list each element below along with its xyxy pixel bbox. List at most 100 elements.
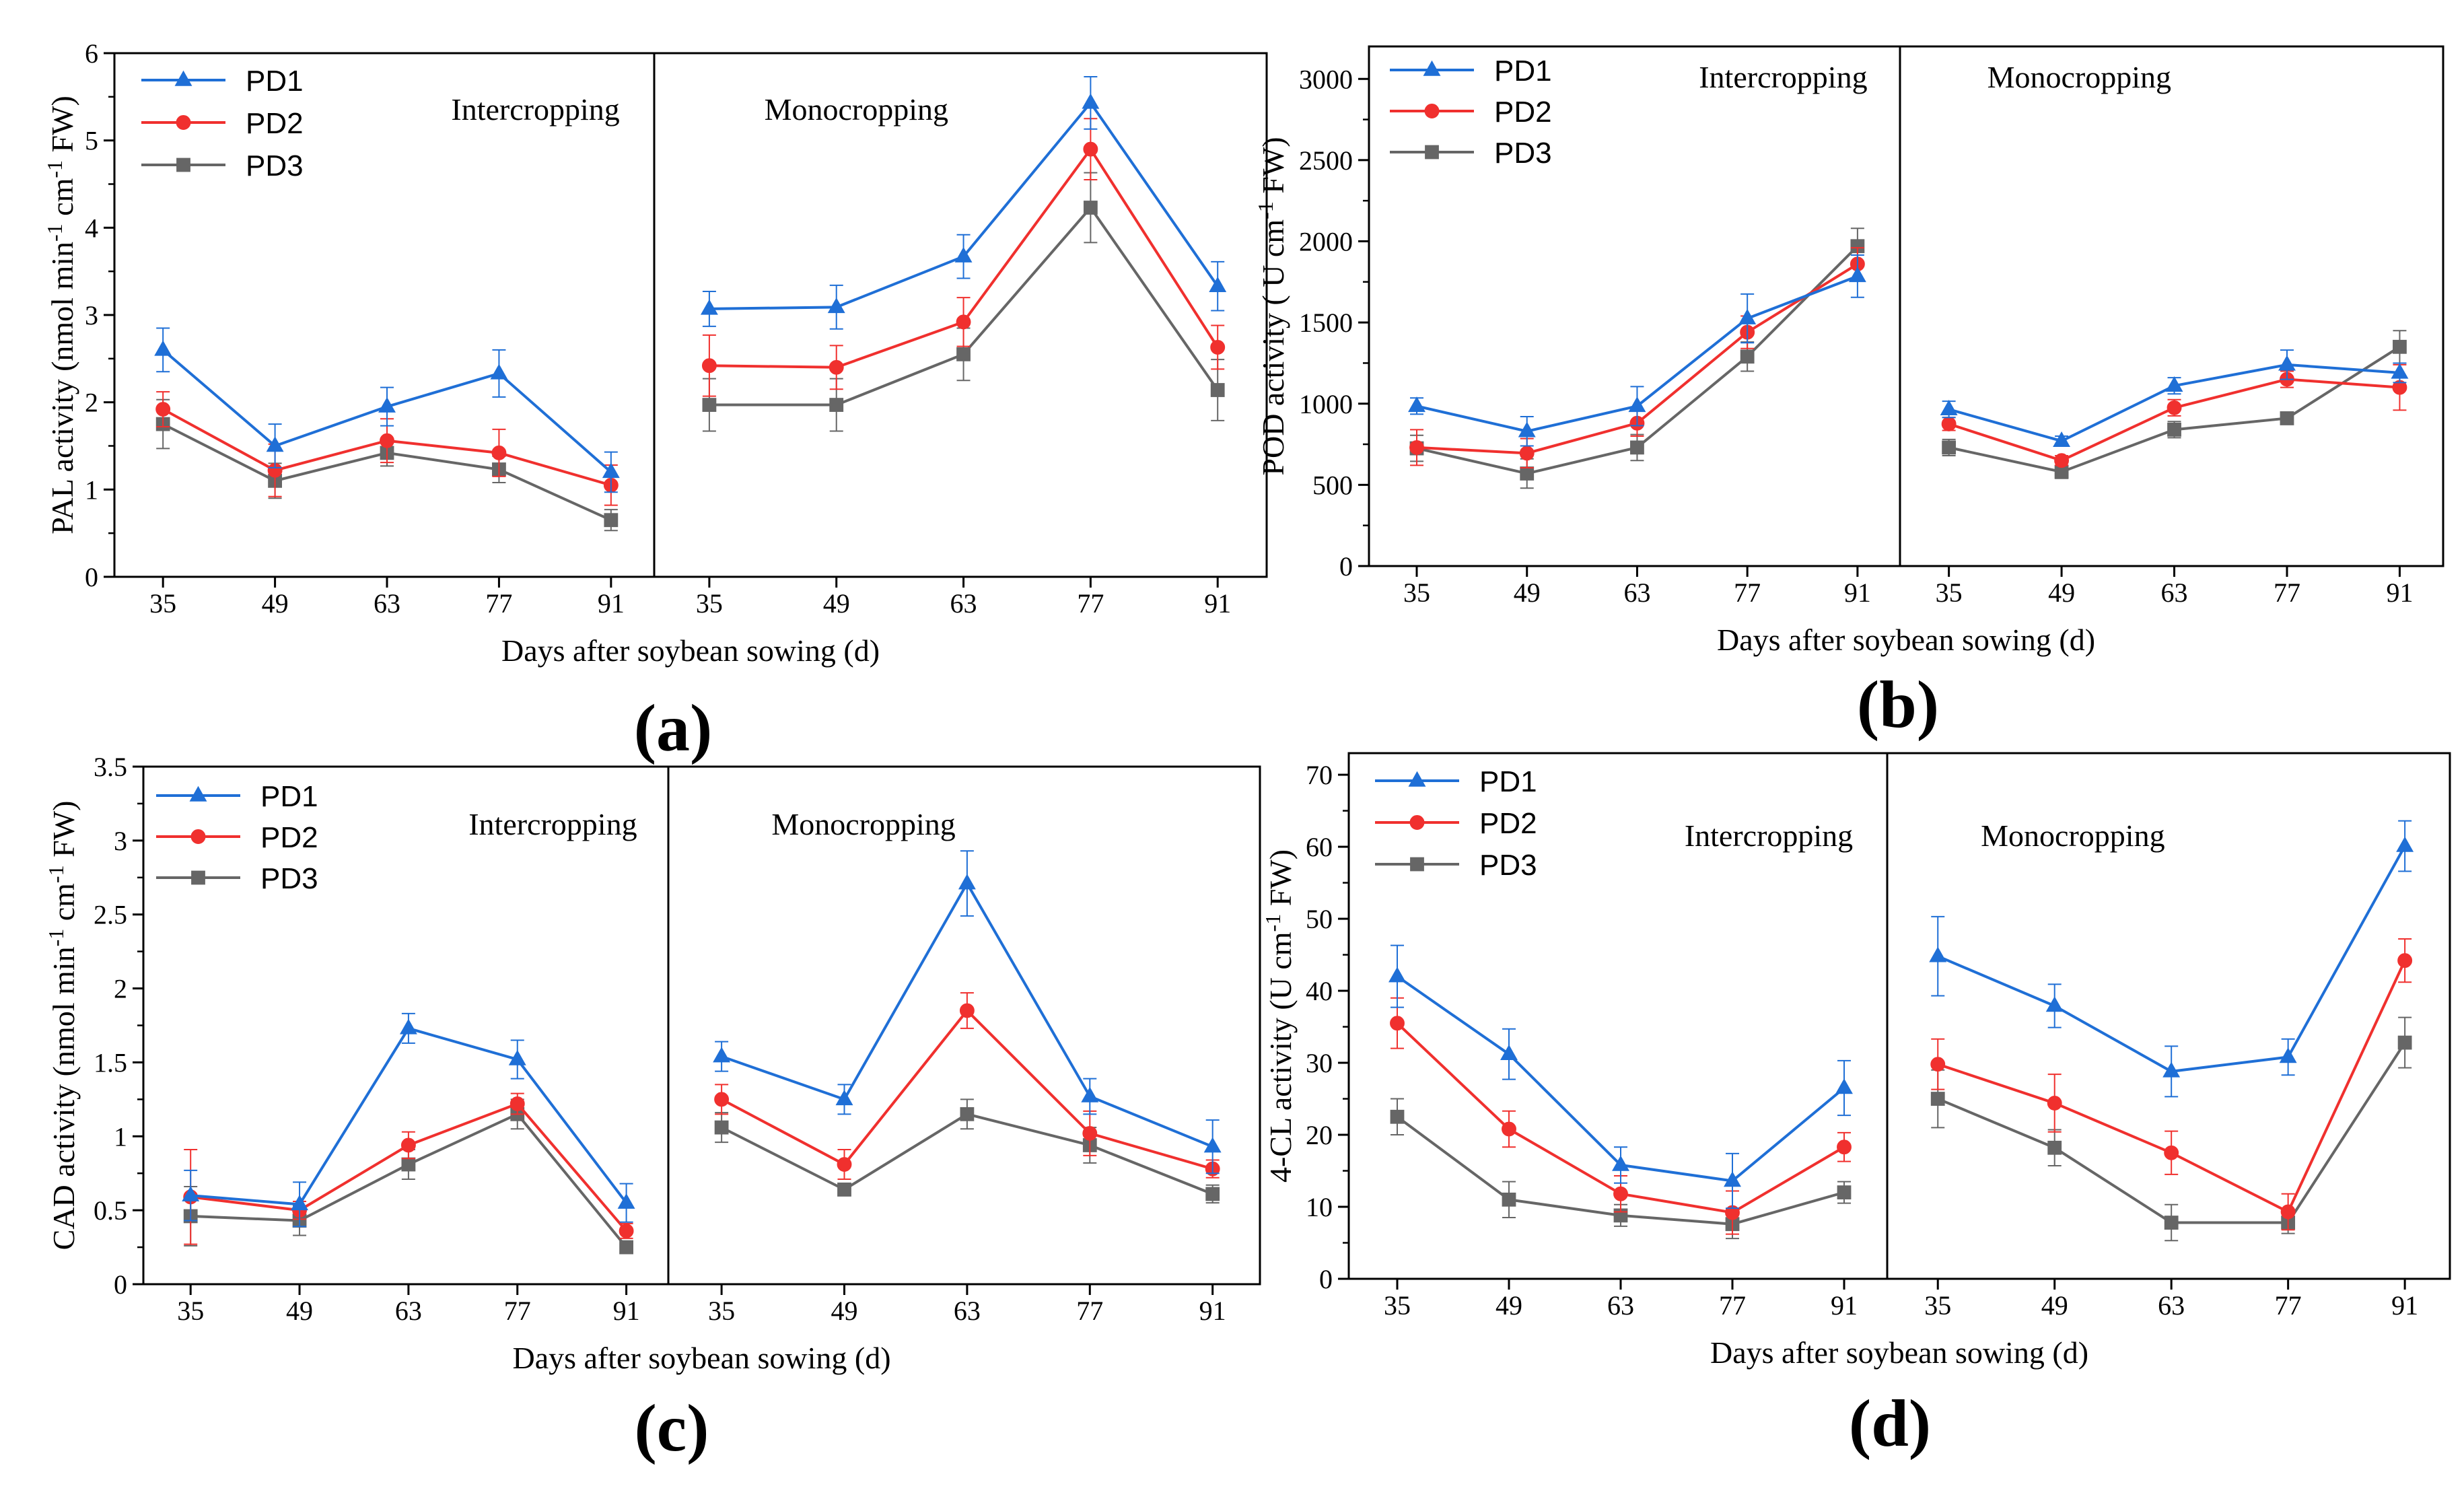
data-point (1835, 1078, 1853, 1094)
y-tick-label: 2000 (1299, 227, 1353, 257)
data-point (1210, 340, 1226, 355)
x-tick-label: 91 (613, 1296, 640, 1326)
data-point (2397, 1035, 2412, 1050)
group-monocropping: 35 49 63 77 91 Monocropping (1924, 818, 2418, 1321)
legend: PD1 PD2 PD3 (1375, 765, 1537, 882)
data-point (2047, 1096, 2062, 1111)
series-pd2 (1409, 247, 1865, 469)
group-intercropping: 35 49 63 77 91 Intercropping (177, 807, 639, 1326)
y-tick-label: 10 (1306, 1192, 1333, 1222)
series-pd2 (1390, 997, 1852, 1235)
x-tick-label: 91 (598, 588, 625, 619)
legend-label-pd1: PD1 (246, 65, 304, 98)
x-tick-label: 63 (374, 588, 400, 619)
data-point (1612, 1155, 1629, 1171)
y-label-text: cm (45, 178, 79, 223)
data-point (2393, 339, 2407, 354)
y-label-text: FW) (1256, 137, 1290, 201)
data-point (380, 433, 394, 448)
region-label-intercropping: Intercropping (451, 92, 619, 127)
data-point (604, 513, 619, 528)
data-point (1083, 141, 1098, 157)
legend-marker (1424, 104, 1440, 118)
x-tick-label: 63 (1607, 1290, 1634, 1321)
x-tick-label: 49 (1514, 577, 1541, 608)
x-tick-label: 49 (2048, 577, 2075, 608)
x-tick-label: 35 (1924, 1290, 1951, 1321)
x-tick-label: 77 (2275, 1290, 2302, 1321)
data-point (1930, 1092, 1945, 1106)
data-point (2167, 400, 2182, 415)
data-point (617, 1193, 635, 1209)
plot-frame (1347, 752, 2451, 1280)
x-tick-label: 35 (1384, 1290, 1411, 1321)
x-axis-label: Days after soybean sowing (d) (1717, 623, 2095, 657)
y-tick-label: 2 (85, 388, 98, 418)
data-point (400, 1137, 416, 1153)
y-tick-label: 1500 (1299, 308, 1353, 338)
data-point (2396, 836, 2414, 852)
data-point (1630, 440, 1644, 455)
data-point (378, 396, 396, 413)
y-axis-label: 4-CL activity (U cm-1 FW) (1261, 849, 1298, 1183)
legend-marker (189, 785, 207, 802)
x-tick-label: 77 (504, 1296, 531, 1326)
data-point (182, 1185, 200, 1201)
data-point (829, 398, 844, 412)
x-tick-label: 35 (696, 588, 723, 619)
y-axis: 0 0.5 1 1.5 2 2.5 3 3.5 (94, 752, 143, 1300)
group-monocropping: 35 49 63 77 91 Monocropping (1936, 60, 2414, 608)
y-tick-label: 50 (1306, 904, 1333, 934)
y-tick-label: 70 (1306, 760, 1333, 790)
data-point (837, 1182, 851, 1197)
data-point (1082, 93, 1100, 109)
y-tick-label: 3.5 (94, 752, 127, 782)
panel-label: (b) (1857, 667, 1939, 742)
y-label-text: POD activity ( U cm (1256, 219, 1290, 476)
region-label-monocropping: Monocropping (1981, 818, 2164, 853)
y-label-text: 4-CL activity (U cm (1263, 932, 1298, 1183)
series-pd1 (154, 327, 620, 493)
x-tick-label: 35 (1403, 577, 1430, 608)
region-label-monocropping: Monocropping (1987, 60, 2171, 94)
data-point (154, 340, 172, 356)
y-axis: 0 1 2 3 4 5 6 (85, 38, 114, 592)
legend: PD1 PD2 PD3 (141, 65, 304, 182)
series-pd3 (714, 1098, 1220, 1204)
panel-label: (a) (634, 691, 713, 765)
legend-label-pd1: PD1 (1479, 765, 1537, 798)
data-point (700, 299, 718, 315)
y-tick-label: 0.5 (94, 1195, 127, 1226)
legend-label-pd3: PD3 (246, 149, 304, 182)
x-tick-label: 91 (1844, 577, 1871, 608)
legend: PD1 PD2 PD3 (1390, 55, 1552, 170)
data-point (956, 314, 971, 330)
x-tick-label: 63 (954, 1296, 981, 1326)
y-label-superscript: -1 (1253, 201, 1277, 219)
series-pd1 (713, 850, 1222, 1174)
data-point (602, 462, 620, 479)
data-point (701, 358, 717, 374)
data-point (1209, 276, 1227, 292)
data-point (1740, 349, 1755, 364)
x-tick-label: 91 (1199, 1296, 1226, 1326)
data-point (959, 1003, 975, 1018)
x-tick-label: 49 (1495, 1290, 1522, 1321)
y-tick-label: 2.5 (94, 900, 127, 930)
panel-d: 0 10 20 30 40 50 60 70 4-CL activity (U cm-1 FW)… (1261, 752, 2451, 1461)
region-label-intercropping: Intercropping (1685, 818, 1853, 853)
data-point (1848, 267, 1866, 283)
region-label-intercropping: Intercropping (468, 807, 637, 841)
y-tick-label: 30 (1306, 1048, 1333, 1078)
data-point (1738, 308, 1757, 324)
data-point (1942, 440, 1957, 455)
x-tick-label: 35 (149, 588, 176, 619)
y-tick-label: 0 (114, 1269, 127, 1300)
x-tick-label: 49 (831, 1296, 858, 1326)
group-intercropping: 35 49 63 77 91 Intercropping (1403, 60, 1871, 608)
legend-marker (1423, 60, 1441, 76)
y-label-superscript: -1 (42, 160, 67, 178)
series-pd3 (1942, 330, 2407, 479)
y-tick-label: 5 (85, 126, 98, 156)
